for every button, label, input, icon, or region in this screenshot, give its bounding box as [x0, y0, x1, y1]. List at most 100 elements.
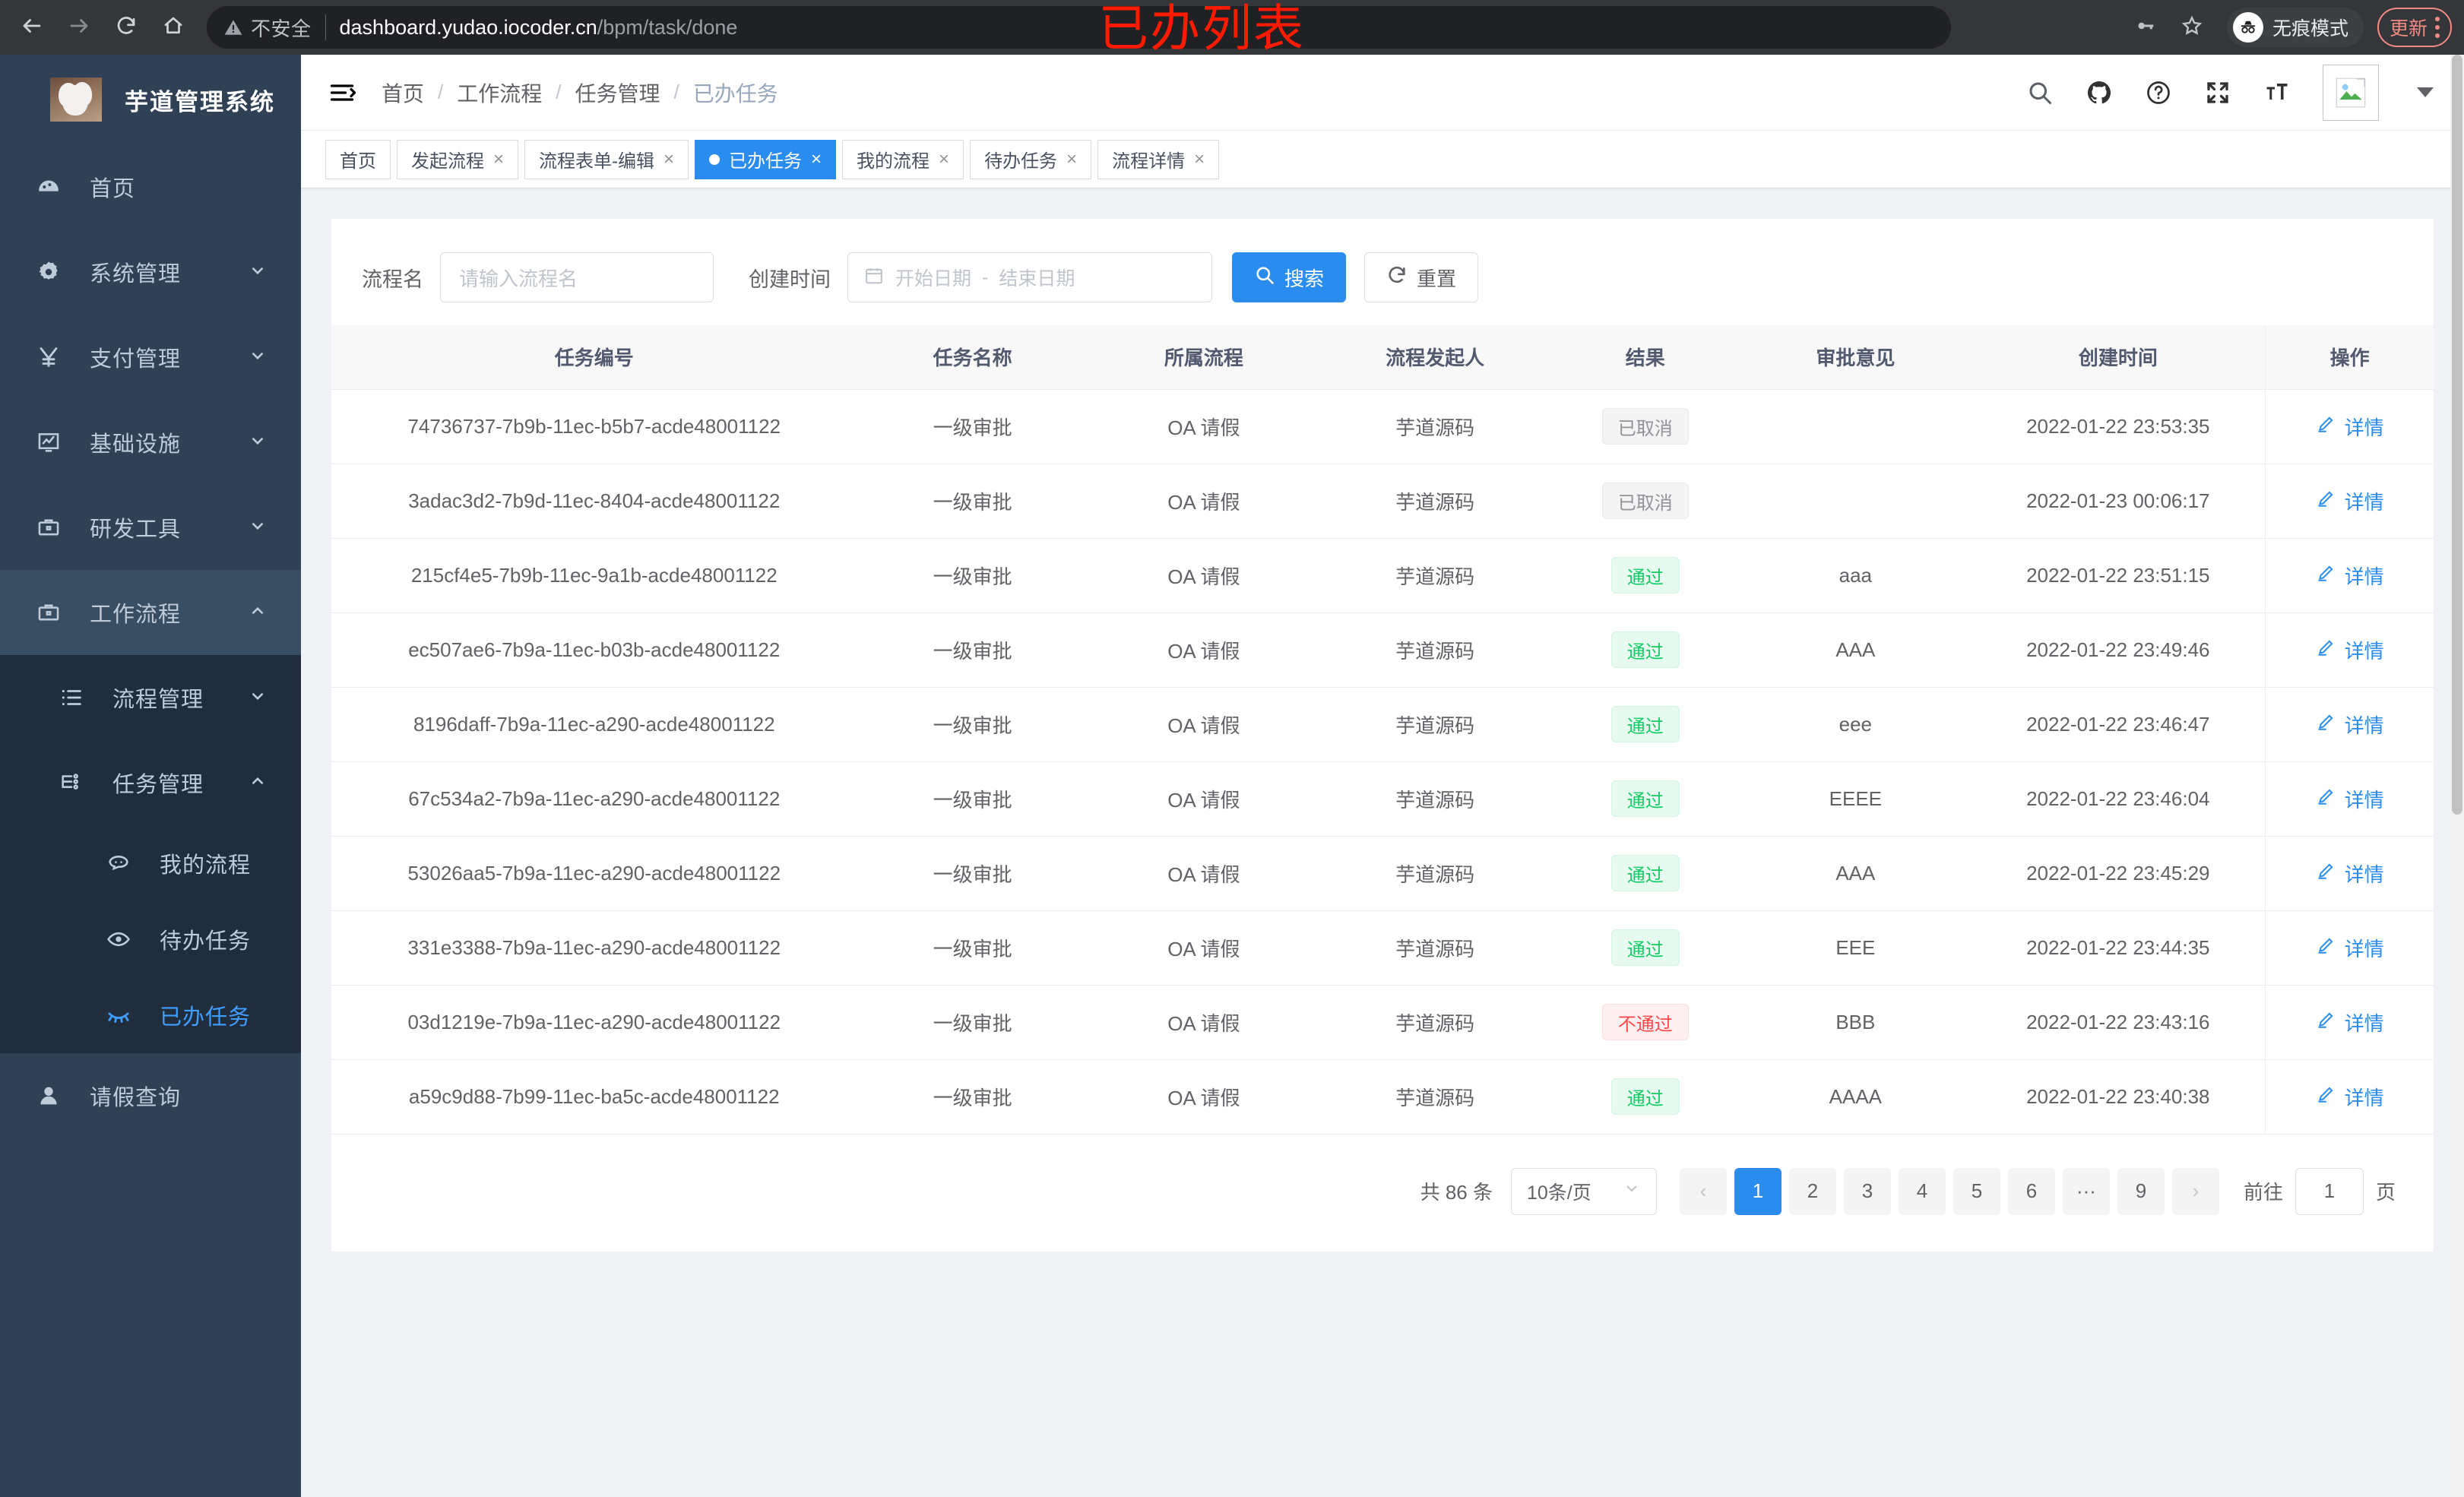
- cell-task-name: 一级审批: [857, 389, 1088, 464]
- table-row[interactable]: 3adac3d2-7b9d-11ec-8404-acde48001122 一级审…: [331, 464, 2434, 539]
- close-icon[interactable]: ×: [939, 148, 950, 169]
- page-scrollbar[interactable]: [2450, 55, 2464, 1497]
- kebab-menu-icon[interactable]: [2435, 17, 2440, 38]
- avatar[interactable]: [2323, 64, 2379, 121]
- breadcrumb-item-2[interactable]: 任务管理: [575, 81, 660, 106]
- forward-button[interactable]: [58, 6, 100, 49]
- back-button[interactable]: [11, 6, 53, 49]
- process-name-label: 流程名: [362, 267, 423, 291]
- bookmark-button[interactable]: [2171, 6, 2213, 49]
- password-key-button[interactable]: [2125, 6, 2168, 49]
- table-row[interactable]: 8196daff-7b9a-11ec-a290-acde48001122 一级审…: [331, 687, 2434, 762]
- breadcrumb-item-1[interactable]: 工作流程: [457, 81, 543, 106]
- table-row[interactable]: 67c534a2-7b9a-11ec-a290-acde48001122 一级审…: [331, 761, 2434, 837]
- refresh-icon: [1386, 264, 1408, 291]
- detail-button[interactable]: 详情: [2316, 636, 2384, 664]
- process-name-input[interactable]: 请输入流程名: [440, 252, 714, 302]
- tab-process-detail[interactable]: 流程详情 ×: [1097, 139, 1220, 179]
- update-button[interactable]: 更新: [2377, 8, 2452, 47]
- cell-comment: AAAA: [1740, 1059, 1972, 1135]
- font-size-icon[interactable]: [2263, 79, 2291, 106]
- sidebar-item-leave-query[interactable]: 请假查询: [0, 1053, 301, 1138]
- sidebar-item-done-task[interactable]: 已办任务: [0, 977, 301, 1053]
- tab-process-form-edit[interactable]: 流程表单-编辑 ×: [524, 139, 689, 179]
- breadcrumb-item-0[interactable]: 首页: [382, 81, 425, 106]
- detail-button[interactable]: 详情: [2316, 859, 2384, 888]
- detail-button[interactable]: 详情: [2316, 1008, 2384, 1037]
- close-icon[interactable]: ×: [664, 148, 675, 169]
- password-key-icon: [2135, 14, 2158, 41]
- page-size-select[interactable]: 10条/页: [1510, 1167, 1657, 1215]
- fullscreen-icon[interactable]: [2204, 79, 2231, 106]
- page-button-6[interactable]: 6: [2007, 1167, 2055, 1215]
- sidebar-item-devtools[interactable]: 研发工具: [0, 485, 301, 570]
- detail-label: 详情: [2344, 937, 2384, 961]
- github-icon[interactable]: [2086, 79, 2113, 106]
- page-button-5[interactable]: 5: [1953, 1167, 2000, 1215]
- jump-page-input[interactable]: 1: [2295, 1167, 2364, 1215]
- reload-button[interactable]: [105, 6, 147, 49]
- close-icon[interactable]: ×: [811, 148, 822, 169]
- chevron-down-icon[interactable]: [2417, 87, 2434, 97]
- tab-home[interactable]: 首页: [325, 139, 391, 179]
- table-row[interactable]: 74736737-7b9b-11ec-b5b7-acde48001122 一级审…: [331, 389, 2434, 464]
- sidebar-item-task-management[interactable]: 任务管理: [0, 740, 301, 825]
- detail-button[interactable]: 详情: [2316, 1083, 2384, 1111]
- address-bar[interactable]: 不安全 dashboard.yudao.iocoder.cn/bpm/task/…: [207, 6, 1951, 49]
- search-button[interactable]: 搜索: [1232, 252, 1347, 302]
- close-icon[interactable]: ×: [1194, 148, 1205, 169]
- sidebar-item-home[interactable]: 首页: [0, 144, 301, 229]
- sidebar-item-system[interactable]: 系统管理: [0, 229, 301, 315]
- hamburger-icon[interactable]: [327, 78, 357, 108]
- sidebar-item-todo-task[interactable]: 待办任务: [0, 901, 301, 977]
- help-circle-icon[interactable]: [2145, 79, 2172, 106]
- cell-operation: 详情: [2265, 985, 2434, 1060]
- detail-button[interactable]: 详情: [2316, 562, 2384, 590]
- tab-done-task[interactable]: 已办任务 ×: [695, 139, 837, 179]
- table-row[interactable]: 331e3388-7b9a-11ec-a290-acde48001122 一级审…: [331, 910, 2434, 986]
- cell-result: 通过: [1550, 1059, 1740, 1135]
- close-icon[interactable]: ×: [1066, 148, 1078, 169]
- reset-button[interactable]: 重置: [1364, 252, 1479, 302]
- sidebar-item-label: 流程管理: [112, 688, 204, 712]
- tab-todo-task[interactable]: 待办任务 ×: [970, 139, 1092, 179]
- page-ellipsis-button[interactable]: ···: [2062, 1167, 2110, 1215]
- cell-result: 通过: [1550, 687, 1740, 762]
- search-icon[interactable]: [2026, 79, 2054, 106]
- detail-button[interactable]: 详情: [2316, 711, 2384, 739]
- home-button[interactable]: [152, 6, 195, 49]
- close-icon[interactable]: ×: [493, 148, 505, 169]
- app-main: 流程名 请输入流程名 创建时间 开始日期 - 结束日期: [301, 188, 2464, 1252]
- tab-start-process[interactable]: 发起流程 ×: [397, 139, 519, 179]
- detail-button[interactable]: 详情: [2316, 934, 2384, 962]
- table-row[interactable]: 53026aa5-7b9a-11ec-a290-acde48001122 一级审…: [331, 836, 2434, 911]
- tab-label: 流程详情: [1112, 151, 1186, 172]
- tab-my-process[interactable]: 我的流程 ×: [842, 139, 964, 179]
- sidebar-item-payment[interactable]: 支付管理: [0, 315, 301, 400]
- scrollbar-thumb[interactable]: [2452, 55, 2462, 815]
- table-row[interactable]: 215cf4e5-7b9b-11ec-9a1b-acde48001122 一级审…: [331, 538, 2434, 613]
- status-badge: 不通过: [1601, 1004, 1689, 1040]
- sidebar-item-workflow[interactable]: 工作流程: [0, 570, 301, 655]
- sidebar-item-my-process[interactable]: 我的流程: [0, 825, 301, 901]
- created-date-range-picker[interactable]: 开始日期 - 结束日期: [847, 252, 1212, 302]
- detail-button[interactable]: 详情: [2316, 785, 2384, 813]
- page-button-4[interactable]: 4: [1898, 1167, 1946, 1215]
- table-row[interactable]: a59c9d88-7b99-11ec-ba5c-acde48001122 一级审…: [331, 1059, 2434, 1135]
- page-button-3[interactable]: 3: [1843, 1167, 1891, 1215]
- page-button-2[interactable]: 2: [1788, 1167, 1836, 1215]
- page-button-9[interactable]: 9: [2117, 1167, 2165, 1215]
- page-button-1[interactable]: 1: [1734, 1167, 1781, 1215]
- table-row[interactable]: 03d1219e-7b9a-11ec-a290-acde48001122 一级审…: [331, 985, 2434, 1060]
- detail-button[interactable]: 详情: [2316, 413, 2384, 441]
- sidebar-item-infrastructure[interactable]: 基础设施: [0, 400, 301, 485]
- sidebar-item-label: 任务管理: [112, 773, 204, 797]
- brand[interactable]: 芋道管理系统: [0, 55, 301, 144]
- next-page-button[interactable]: ›: [2171, 1167, 2219, 1215]
- detail-button[interactable]: 详情: [2316, 487, 2384, 515]
- created-time-label: 创建时间: [749, 267, 831, 291]
- table-row[interactable]: ec507ae6-7b9a-11ec-b03b-acde48001122 一级审…: [331, 612, 2434, 688]
- sidebar-item-process-management[interactable]: 流程管理: [0, 655, 301, 740]
- prev-page-button[interactable]: ‹: [1679, 1167, 1727, 1215]
- incognito-indicator[interactable]: 无痕模式: [2226, 8, 2364, 47]
